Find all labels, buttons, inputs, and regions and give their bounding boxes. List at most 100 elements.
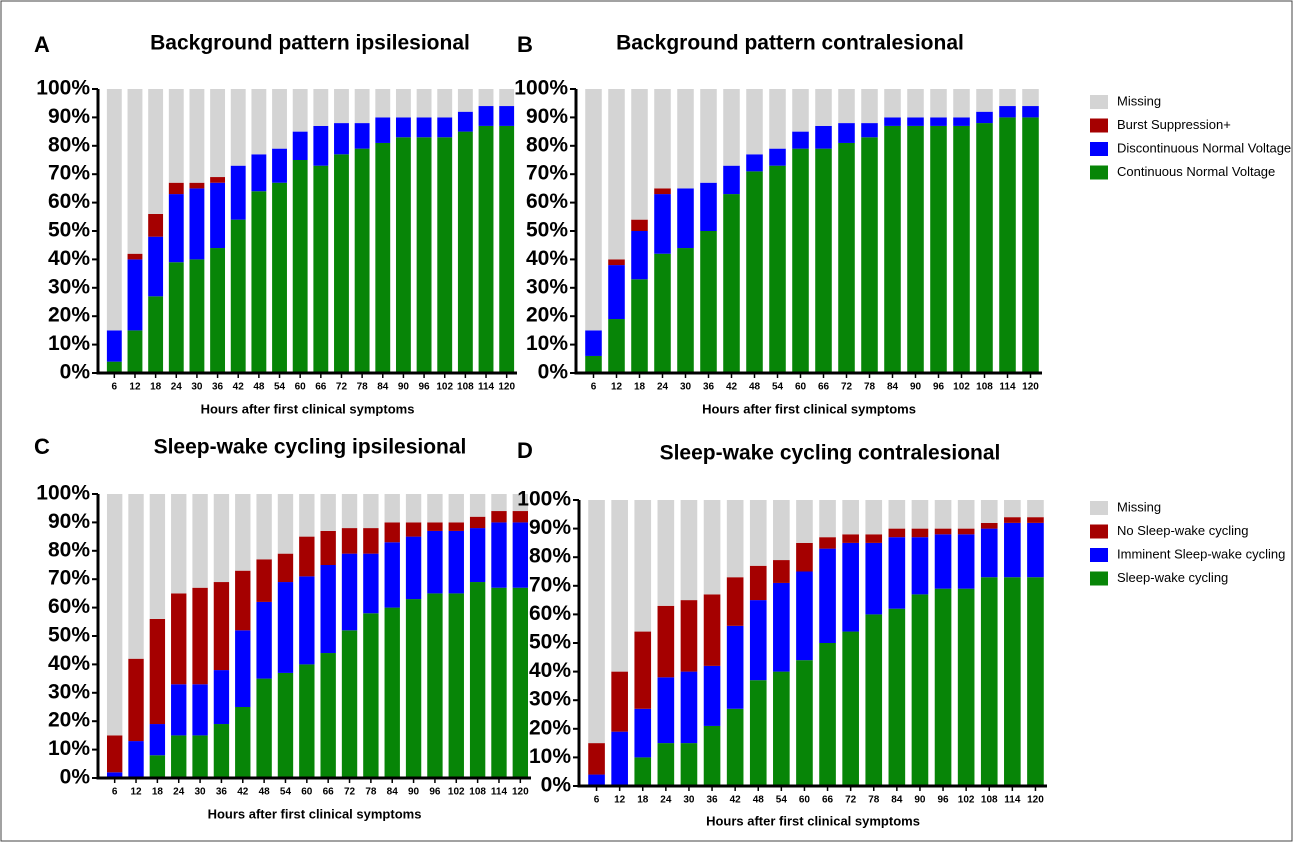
bar-segment (213, 582, 230, 671)
bar-segment (838, 142, 855, 373)
bar-segment (375, 117, 391, 143)
bar-segment (168, 262, 184, 373)
bar-segment (1004, 522, 1021, 578)
bar-segment (723, 165, 740, 195)
bar-segment (106, 330, 122, 362)
bar-segment (980, 577, 998, 786)
bar-segment (320, 494, 336, 531)
y-tick-label: 60% (529, 602, 571, 625)
x-tick-label: 42 (730, 795, 742, 806)
y-tick-label: 30% (526, 275, 568, 298)
bar-segment (749, 600, 767, 681)
bar-segment (746, 89, 763, 155)
bar-segment (457, 89, 473, 112)
x-tick-label: 24 (171, 382, 183, 393)
y-tick-label: 100% (36, 77, 90, 100)
bar-segment (127, 330, 143, 373)
bar-segment (256, 678, 272, 778)
bar-segment (1004, 577, 1021, 786)
y-tick-label: 10% (529, 745, 571, 768)
x-tick-label: 48 (259, 787, 271, 798)
bar-segment (957, 528, 975, 535)
bar-segment (148, 296, 164, 373)
x-tick-label: 60 (301, 787, 313, 798)
y-tick-label: 70% (526, 162, 568, 185)
y-tick-label: 70% (529, 573, 571, 596)
bar-segment (149, 755, 166, 778)
bar-segment (416, 137, 432, 373)
bar-segment (235, 630, 251, 707)
bar-segment (375, 89, 391, 118)
x-tick-label: 90 (408, 787, 420, 798)
bar-segment (210, 89, 226, 178)
bar-segment (888, 500, 906, 529)
bar-segment (363, 494, 379, 529)
x-axis-label: Hours after first clinical symptoms (201, 401, 415, 416)
y-tick-label: 0% (60, 361, 91, 384)
x-tick-label: 54 (772, 382, 784, 393)
bar-segment (272, 182, 287, 373)
bar-segment (792, 148, 809, 373)
x-tick-label: 36 (216, 787, 228, 798)
bar-segment (210, 248, 226, 373)
y-tick-label: 70% (48, 567, 90, 590)
y-tick-label: 80% (526, 133, 568, 156)
x-tick-label: 96 (933, 382, 945, 393)
bar-segment (213, 724, 230, 778)
bar-segment (405, 494, 422, 523)
bar-segment (819, 500, 836, 538)
bar-segment (499, 125, 515, 373)
bar-segment (907, 117, 924, 126)
x-tick-label: 72 (845, 795, 857, 806)
bar-segment (416, 117, 432, 138)
bar-segment (491, 511, 507, 523)
y-tick-label: 80% (48, 538, 90, 561)
bar-segment (634, 631, 652, 709)
x-tick-label: 66 (323, 787, 335, 798)
bar-segment (1027, 517, 1044, 523)
x-axis-label: Hours after first clinical symptoms (208, 806, 422, 821)
x-tick-label: 12 (614, 795, 626, 806)
legend-label: Missing (1117, 93, 1161, 108)
bar-segment (354, 89, 370, 124)
legend-label: Discontinuous Normal Voltage (1117, 140, 1291, 155)
bar-segment (611, 671, 628, 732)
bar-segment (1027, 577, 1044, 786)
bar-segment (999, 106, 1016, 118)
bar-segment (746, 171, 763, 373)
x-tick-label: 66 (818, 382, 830, 393)
bar-segment (478, 89, 494, 107)
bar-segment (957, 588, 975, 786)
x-tick-label: 120 (1022, 382, 1039, 393)
bar-segment (815, 148, 832, 373)
x-tick-label: 12 (130, 787, 142, 798)
x-tick-label: 6 (594, 795, 600, 806)
bar-segment (341, 494, 358, 529)
bar-segment (427, 530, 443, 594)
x-tick-label: 90 (910, 382, 922, 393)
bar-segment (911, 528, 929, 538)
bar-segment (299, 536, 315, 577)
x-tick-label: 42 (237, 787, 249, 798)
bar-segment (384, 542, 400, 608)
bar-segment (884, 125, 901, 373)
bar-segment (953, 125, 970, 373)
bar-segment (723, 89, 740, 166)
x-tick-label: 72 (336, 382, 348, 393)
bar-segment (796, 660, 813, 786)
bar-segment (213, 670, 230, 725)
bar-segment (842, 534, 859, 543)
bar-segment (189, 89, 205, 183)
bar-segment (1004, 500, 1021, 518)
x-tick-label: 66 (315, 382, 327, 393)
bar-segment (277, 672, 294, 778)
bar-segment (703, 500, 721, 595)
bar-segment (680, 743, 698, 786)
bar-segment (934, 528, 952, 535)
bar-segment (861, 89, 878, 124)
bar-segment (631, 89, 648, 220)
y-tick-label: 30% (48, 275, 90, 298)
bar-segment (976, 111, 993, 124)
legend-label: Missing (1117, 499, 1161, 514)
bar-segment (911, 500, 929, 529)
